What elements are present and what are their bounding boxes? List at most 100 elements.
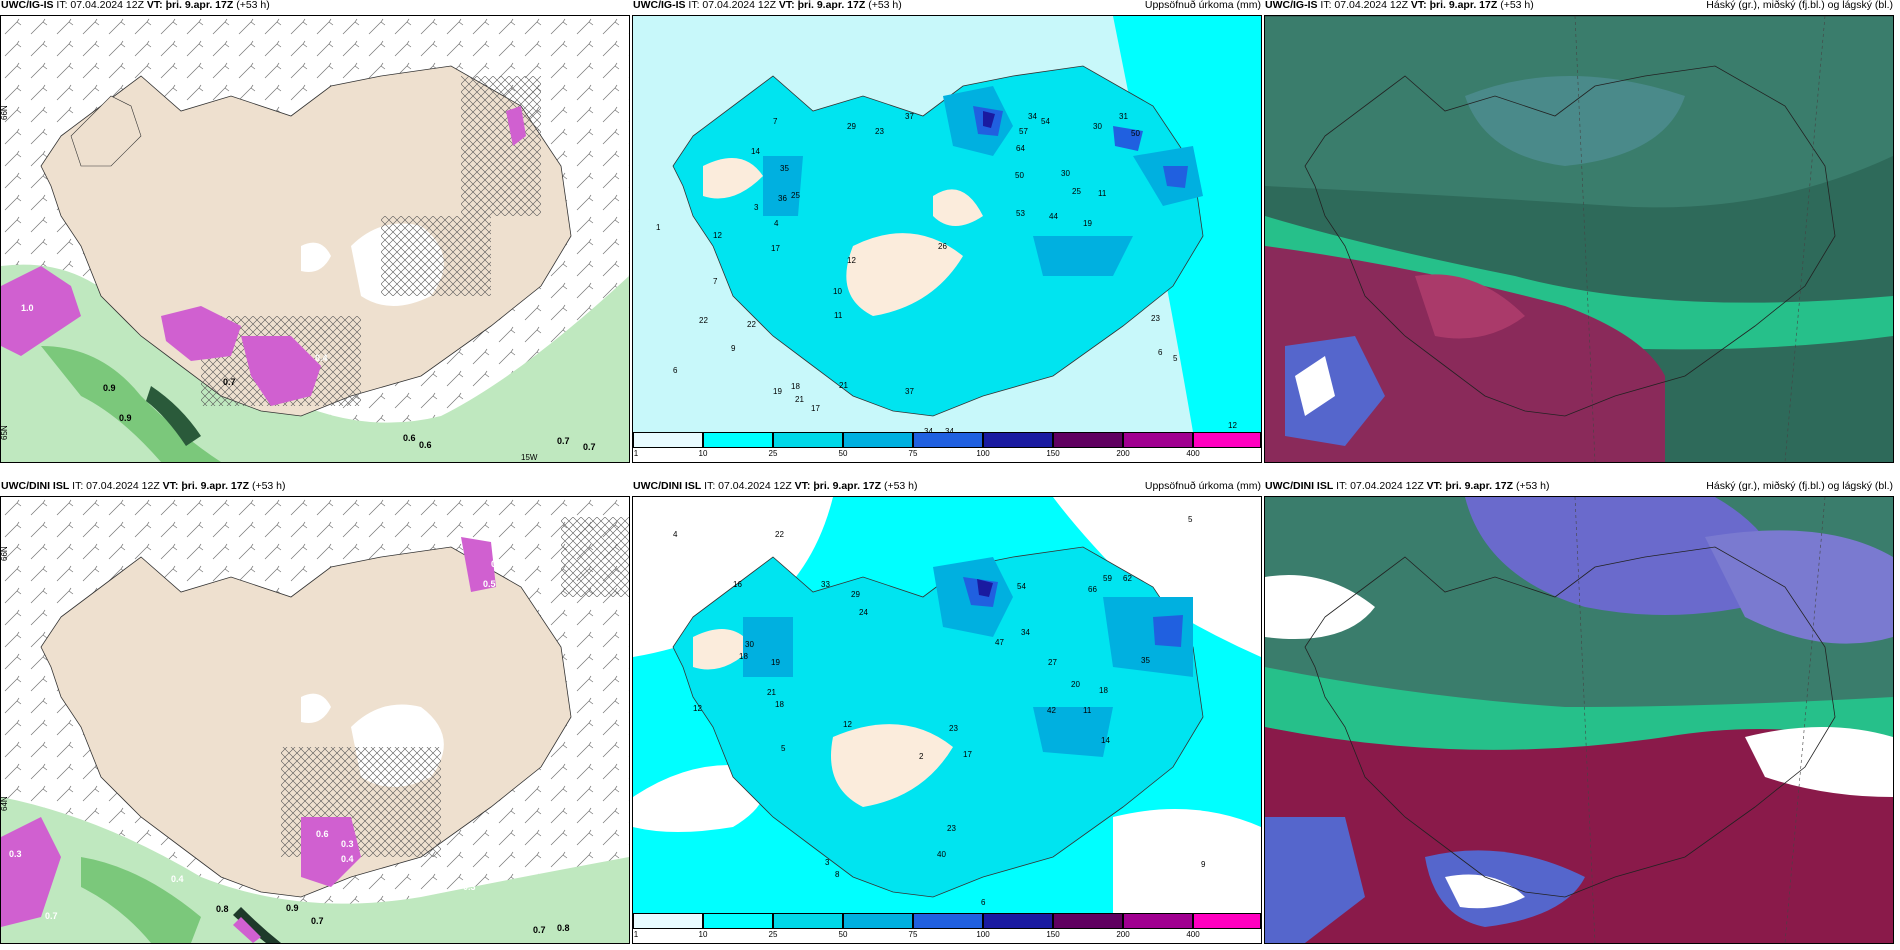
colorbar-swatch-8 — [1193, 432, 1261, 448]
svg-text:62: 62 — [1123, 574, 1132, 583]
svg-text:11: 11 — [834, 311, 843, 320]
svg-text:22: 22 — [775, 530, 784, 539]
svg-text:66N: 66N — [1, 105, 9, 120]
svg-text:7: 7 — [713, 277, 718, 286]
svg-text:12: 12 — [843, 720, 852, 729]
svg-text:0.9: 0.9 — [103, 383, 116, 393]
colorbar-label: 50 — [838, 449, 848, 458]
svg-text:22: 22 — [747, 320, 756, 329]
svg-text:6: 6 — [1158, 348, 1163, 357]
svg-text:12: 12 — [693, 704, 702, 713]
colorbar-swatch-4 — [913, 913, 983, 929]
svg-text:47: 47 — [995, 638, 1004, 647]
svg-text:54: 54 — [1041, 117, 1050, 126]
svg-text:3: 3 — [825, 858, 830, 867]
svg-text:5: 5 — [1173, 354, 1178, 363]
svg-text:18: 18 — [791, 382, 800, 391]
svg-text:20: 20 — [1071, 680, 1080, 689]
svg-text:14: 14 — [1101, 736, 1110, 745]
svg-text:34: 34 — [1021, 628, 1030, 637]
svg-text:0.6: 0.6 — [403, 433, 416, 443]
colorbar-label: 400 — [1186, 930, 1200, 939]
svg-text:0.9: 0.9 — [286, 903, 299, 913]
svg-text:23: 23 — [1151, 314, 1160, 323]
svg-text:0.6: 0.6 — [491, 559, 504, 569]
panel-header: UWC/IG-IS IT: 07.04.2024 12Z VT: þri. 9.… — [1265, 0, 1893, 11]
colorbar-label: 25 — [768, 930, 778, 939]
svg-text:27: 27 — [1048, 658, 1057, 667]
svg-text:64N: 64N — [1, 796, 9, 811]
svg-text:23: 23 — [949, 724, 958, 733]
svg-text:19: 19 — [1083, 219, 1092, 228]
colorbar-label: 200 — [1116, 930, 1130, 939]
svg-text:36: 36 — [778, 194, 787, 203]
svg-text:11: 11 — [1083, 706, 1092, 715]
svg-text:0.6: 0.6 — [316, 829, 329, 839]
svg-text:0.8: 0.8 — [216, 904, 229, 914]
colorbar-swatch-4 — [913, 432, 983, 448]
colorbar-label: 10 — [698, 449, 708, 458]
svg-text:37: 37 — [905, 387, 914, 396]
svg-text:66N: 66N — [1, 546, 9, 561]
svg-text:0.7: 0.7 — [311, 916, 324, 926]
colorbar-swatch-7 — [1123, 913, 1193, 929]
svg-text:18: 18 — [775, 700, 784, 709]
colorbar-label: 100 — [976, 449, 990, 458]
panel-header: UWC/IG-IS IT: 07.04.2024 12Z VT: þri. 9.… — [633, 0, 1261, 11]
colorbar-swatch-7 — [1123, 432, 1193, 448]
precip-map[interactable]: 7 25 37 34 30 29 23 14 26 35 36 11 12 17… — [633, 16, 1261, 462]
svg-text:4: 4 — [673, 530, 678, 539]
panel-header: UWC/IG-IS IT: 07.04.2024 12Z VT: þri. 9.… — [1, 0, 270, 11]
svg-text:4: 4 — [774, 219, 779, 228]
svg-text:24: 24 — [859, 608, 868, 617]
svg-text:40: 40 — [937, 850, 946, 859]
svg-text:35: 35 — [1141, 656, 1150, 665]
wind-map[interactable]: 1.0 0.9 0.9 0.7 0.6 0.6 0.7 0.7 0.4 66N … — [1, 16, 629, 462]
svg-text:37: 37 — [905, 112, 914, 121]
colorbar-label: 400 — [1186, 449, 1200, 458]
svg-text:31: 31 — [1119, 112, 1128, 121]
cloud-map[interactable] — [1265, 16, 1893, 462]
precip-map[interactable]: 4 5 22 16 24 33 29 30 18 19 21 18 12 27 … — [633, 497, 1261, 943]
svg-text:30: 30 — [745, 640, 754, 649]
svg-text:12: 12 — [713, 231, 722, 240]
svg-text:9: 9 — [731, 344, 736, 353]
colorbar-label: 75 — [908, 930, 918, 939]
colorbar-swatch-0 — [633, 913, 703, 929]
svg-text:6: 6 — [673, 366, 678, 375]
svg-text:10: 10 — [833, 287, 842, 296]
svg-text:34: 34 — [945, 427, 954, 436]
colorbar-label: 10 — [698, 930, 708, 939]
svg-text:0.7: 0.7 — [533, 925, 546, 935]
colorbar-swatch-2 — [773, 432, 843, 448]
svg-text:11: 11 — [1098, 189, 1107, 198]
svg-text:7: 7 — [773, 117, 778, 126]
svg-text:0.5: 0.5 — [483, 579, 496, 589]
svg-text:34: 34 — [924, 427, 933, 436]
svg-text:34: 34 — [1028, 112, 1037, 121]
precip-map-panel-bottom: UWC/DINI ISL IT: 07.04.2024 12Z VT: þri.… — [632, 480, 1262, 944]
svg-text:44: 44 — [1049, 212, 1058, 221]
precip-map-panel-top: UWC/IG-IS IT: 07.04.2024 12Z VT: þri. 9.… — [632, 0, 1262, 463]
svg-text:1.0: 1.0 — [21, 303, 34, 313]
colorbar-swatch-5 — [983, 432, 1053, 448]
cloud-map[interactable] — [1265, 497, 1893, 943]
wind-map[interactable]: 0.3 0.7 0.8 0.4 0.6 0.3 0.4 0.9 0.7 0.8 … — [1, 497, 629, 943]
svg-text:0.3: 0.3 — [9, 849, 22, 859]
svg-text:65N: 65N — [1, 425, 9, 440]
colorbar-label: 150 — [1046, 449, 1060, 458]
wind-map-panel-bottom: UWC/DINI ISL IT: 07.04.2024 12Z VT: þri.… — [0, 480, 630, 944]
svg-text:16: 16 — [733, 580, 742, 589]
svg-text:53: 53 — [1016, 209, 1025, 218]
cloud-map-panel-top: UWC/IG-IS IT: 07.04.2024 12Z VT: þri. 9.… — [1264, 0, 1894, 463]
svg-text:14: 14 — [751, 147, 760, 156]
svg-text:18: 18 — [739, 652, 748, 661]
svg-text:21: 21 — [767, 688, 776, 697]
svg-text:12: 12 — [847, 256, 856, 265]
svg-text:1: 1 — [656, 223, 661, 232]
svg-text:18: 18 — [1099, 686, 1108, 695]
colorbar-swatch-5 — [983, 913, 1053, 929]
colorbar-swatch-6 — [1053, 913, 1123, 929]
svg-text:0.3: 0.3 — [463, 882, 476, 892]
svg-text:33: 33 — [821, 580, 830, 589]
